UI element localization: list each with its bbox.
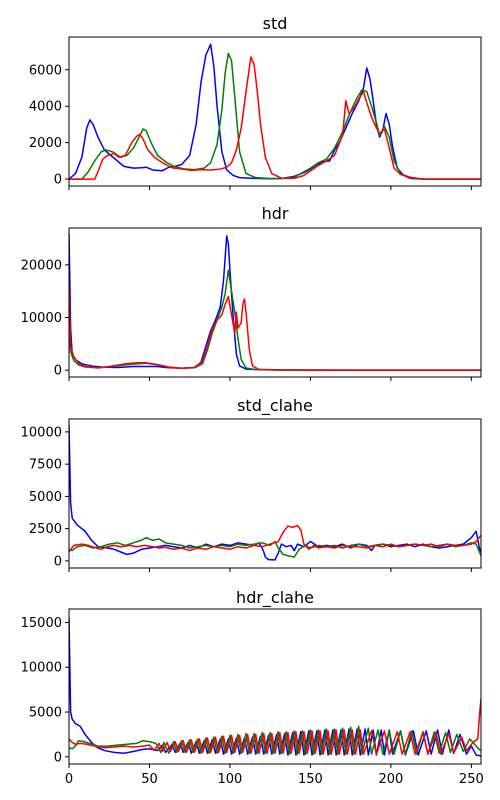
x-tick-label: 100 [218, 772, 243, 787]
y-tick-label: 5000 [29, 490, 62, 505]
subplot-std-clahe: std_clahe 0 2500 5000 7500 10000 [21, 396, 482, 572]
subplot-hdr-clahe: hdr_clahe 0 5000 10000 15000 0 50 100 150 200 250 [21, 588, 484, 787]
axes-frame [68, 36, 482, 187]
subplot-title: std_clahe [237, 396, 313, 416]
axes-frame [68, 418, 482, 569]
y-tick-label: 10000 [21, 425, 62, 440]
subplot-title: std [263, 14, 288, 33]
x-tick-label: 150 [298, 772, 323, 787]
series-line-red [69, 285, 481, 371]
y-tick-label: 0 [54, 364, 62, 379]
subplot-hdr: hdr 0 10000 20000 [21, 204, 482, 381]
y-tick-label: 2500 [29, 522, 62, 537]
y-tick-label: 10000 [21, 311, 62, 326]
y-tick-label: 2000 [29, 136, 62, 151]
subplot-title: hdr_clahe [236, 588, 314, 608]
series-line-red [69, 698, 481, 755]
y-tick-label: 0 [54, 554, 62, 569]
subplot-std: std 0 2000 4000 6000 [29, 14, 482, 190]
plot-area [69, 43, 481, 180]
series-line-red [69, 524, 481, 553]
y-tick-label: 4000 [29, 100, 62, 115]
series-line-blue [69, 233, 481, 371]
x-tick-label: 250 [459, 772, 484, 787]
x-tick-label: 50 [141, 772, 158, 787]
y-tick-label: 10000 [21, 661, 62, 676]
axes-frame [68, 227, 482, 378]
subplot-title: hdr [262, 204, 289, 223]
y-tick-label: 15000 [21, 616, 62, 631]
axes-frame [68, 608, 482, 765]
y-tick-label: 0 [54, 750, 62, 765]
y-tick-label: 20000 [21, 258, 62, 273]
x-tick-label: 200 [378, 772, 403, 787]
series-line-green [69, 52, 481, 180]
plot-area [69, 425, 481, 561]
series-line-blue [69, 617, 481, 757]
plot-area [69, 617, 481, 757]
x-tick-label: 0 [65, 772, 73, 787]
plot-area [69, 233, 481, 371]
series-line-red [69, 56, 481, 180]
y-tick-label: 5000 [29, 706, 62, 721]
y-tick-label: 6000 [29, 63, 62, 78]
y-tick-label: 0 [54, 173, 62, 188]
y-tick-label: 7500 [29, 458, 62, 473]
